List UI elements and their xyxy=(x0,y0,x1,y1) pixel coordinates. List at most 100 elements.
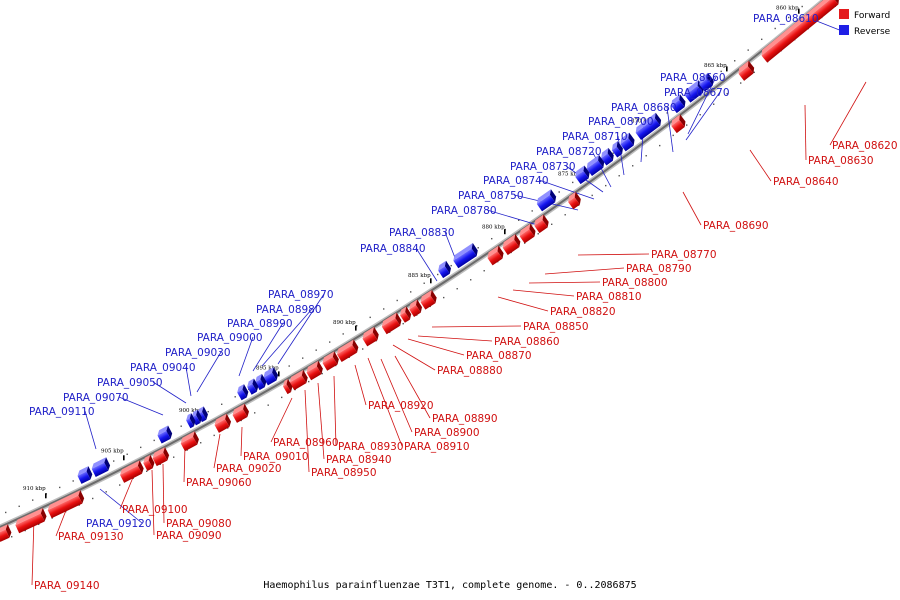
gene-para_08840 xyxy=(438,260,451,279)
kbp-mark: 870 kbp xyxy=(631,118,654,124)
label-connectors xyxy=(31,17,867,586)
connector-para_08820 xyxy=(497,296,549,312)
kbp-mark: 895 kbp xyxy=(256,365,279,371)
kbp-tick xyxy=(726,66,728,72)
kbp-tick xyxy=(278,371,280,377)
label-para_08640: PARA_08640 xyxy=(773,176,839,188)
gene-para_08820 xyxy=(487,245,504,266)
kbp-mark: 865 kbp xyxy=(704,63,727,69)
kbp-tick xyxy=(355,325,357,331)
gene-para_08830 xyxy=(453,243,478,269)
gene-para_08630 xyxy=(761,0,840,63)
label-para_09080: PARA_09080 xyxy=(166,518,232,530)
legend-forward-label: Forward xyxy=(854,11,890,21)
gene-para_09040 xyxy=(191,409,202,426)
label-para_08800: PARA_08800 xyxy=(602,277,668,289)
label-para_09090: PARA_09090 xyxy=(156,530,222,542)
label-para_08810: PARA_08810 xyxy=(576,291,642,303)
gene-para_09010 xyxy=(283,378,293,395)
label-para_09100: PARA_09100 xyxy=(122,504,188,516)
gene-para_09050 xyxy=(186,413,196,429)
label-para_08660: PARA_08660 xyxy=(660,72,726,84)
kbp-mark: 860 kbp xyxy=(776,6,799,12)
gene-para_08860 xyxy=(409,299,423,317)
connector-para_08850 xyxy=(431,325,522,328)
label-para_08740: PARA_08740 xyxy=(483,175,549,187)
gene-para_08970 xyxy=(263,367,279,386)
gene-para_09000 xyxy=(237,384,249,401)
gene-para_08800 xyxy=(519,223,536,244)
connector-para_08690 xyxy=(682,191,702,226)
label-para_09010: PARA_09010 xyxy=(243,451,309,463)
label-para_08840: PARA_08840 xyxy=(360,243,426,255)
label-para_08850: PARA_08850 xyxy=(523,321,589,333)
kbp-scale: 860 kbp 865 kbp 870 kbp 875 kbp 880 kbp 885 k… xyxy=(23,6,800,499)
genome-caption: Haemophilus parainfluenzae T3T1, complet… xyxy=(263,580,636,591)
genome-backbone xyxy=(0,0,829,530)
connector-para_09060 xyxy=(183,445,186,483)
gene-para_08660 xyxy=(684,80,704,103)
connector-para_08770 xyxy=(577,253,650,256)
label-para_08970: PARA_08970 xyxy=(268,289,334,301)
label-para_09000: PARA_09000 xyxy=(197,332,263,344)
gene-para_08810 xyxy=(502,234,521,256)
kbp-tick xyxy=(504,229,506,235)
label-para_08890: PARA_08890 xyxy=(432,413,498,425)
label-para_08790: PARA_08790 xyxy=(626,263,692,275)
legend: Forward Reverse xyxy=(839,9,891,37)
label-para_09130: PARA_09130 xyxy=(58,531,124,543)
kbp-tick xyxy=(798,8,800,14)
gene-para_08750 xyxy=(575,165,590,185)
gene-para_08950 xyxy=(306,360,323,381)
connector-para_08990 xyxy=(252,322,284,372)
connector-para_09140 xyxy=(31,517,35,586)
connector-para_08790 xyxy=(544,267,625,275)
gene-para_08930 xyxy=(336,339,359,363)
connector-para_09070 xyxy=(118,396,164,416)
connector-para_09040 xyxy=(185,366,192,397)
kbp-tick xyxy=(430,278,432,284)
connector-para_08800 xyxy=(528,281,601,284)
connector-para_08930 xyxy=(333,375,337,447)
gene-para_09120 xyxy=(77,466,93,484)
gene-para_08700 xyxy=(635,112,662,140)
gene-para_08870 xyxy=(400,306,412,323)
label-para_08670: PARA_08670 xyxy=(664,87,730,99)
connector-para_08920 xyxy=(354,364,367,406)
connector-para_09110 xyxy=(84,410,97,450)
label-para_08700: PARA_08700 xyxy=(588,116,654,128)
gene-para_09100 xyxy=(143,454,155,471)
label-para_08980: PARA_08980 xyxy=(256,304,322,316)
label-para_08750: PARA_08750 xyxy=(458,190,524,202)
gene-para_08720 xyxy=(611,141,623,158)
connector-para_08840 xyxy=(415,247,438,282)
label-para_08960: PARA_08960 xyxy=(273,437,339,449)
label-para_09050: PARA_09050 xyxy=(97,377,163,389)
gene-para_09060 xyxy=(214,413,231,433)
label-para_08710: PARA_08710 xyxy=(562,131,628,143)
gene-para_08850 xyxy=(420,290,437,310)
gene-para_08640 xyxy=(738,60,755,81)
label-para_08630: PARA_08630 xyxy=(808,155,874,167)
label-para_09040: PARA_09040 xyxy=(130,362,196,374)
label-para_08730: PARA_08730 xyxy=(510,161,576,173)
gene-para_09110 xyxy=(91,457,111,477)
kbp-mark: 910 kbp xyxy=(23,486,46,492)
label-para_08930: PARA_08930 xyxy=(338,441,404,453)
gene-para_08980 xyxy=(255,373,267,391)
label-para_09020: PARA_09020 xyxy=(216,463,282,475)
label-para_08770: PARA_08770 xyxy=(651,249,717,261)
gene-para_08680 xyxy=(671,94,686,114)
legend-reverse-swatch xyxy=(839,25,849,35)
kbp-mark: 885 kbp xyxy=(408,273,431,279)
connector-para_08740 xyxy=(538,179,595,200)
label-para_09060: PARA_09060 xyxy=(186,477,252,489)
connector-para_08980 xyxy=(261,308,313,367)
kbp-mark: 890 kbp xyxy=(333,320,356,326)
label-para_09030: PARA_09030 xyxy=(165,347,231,359)
connector-para_09000 xyxy=(238,336,254,377)
connector-para_08620 xyxy=(829,81,867,146)
gene-para_09090 xyxy=(152,447,170,467)
label-para_08870: PARA_08870 xyxy=(466,350,532,362)
